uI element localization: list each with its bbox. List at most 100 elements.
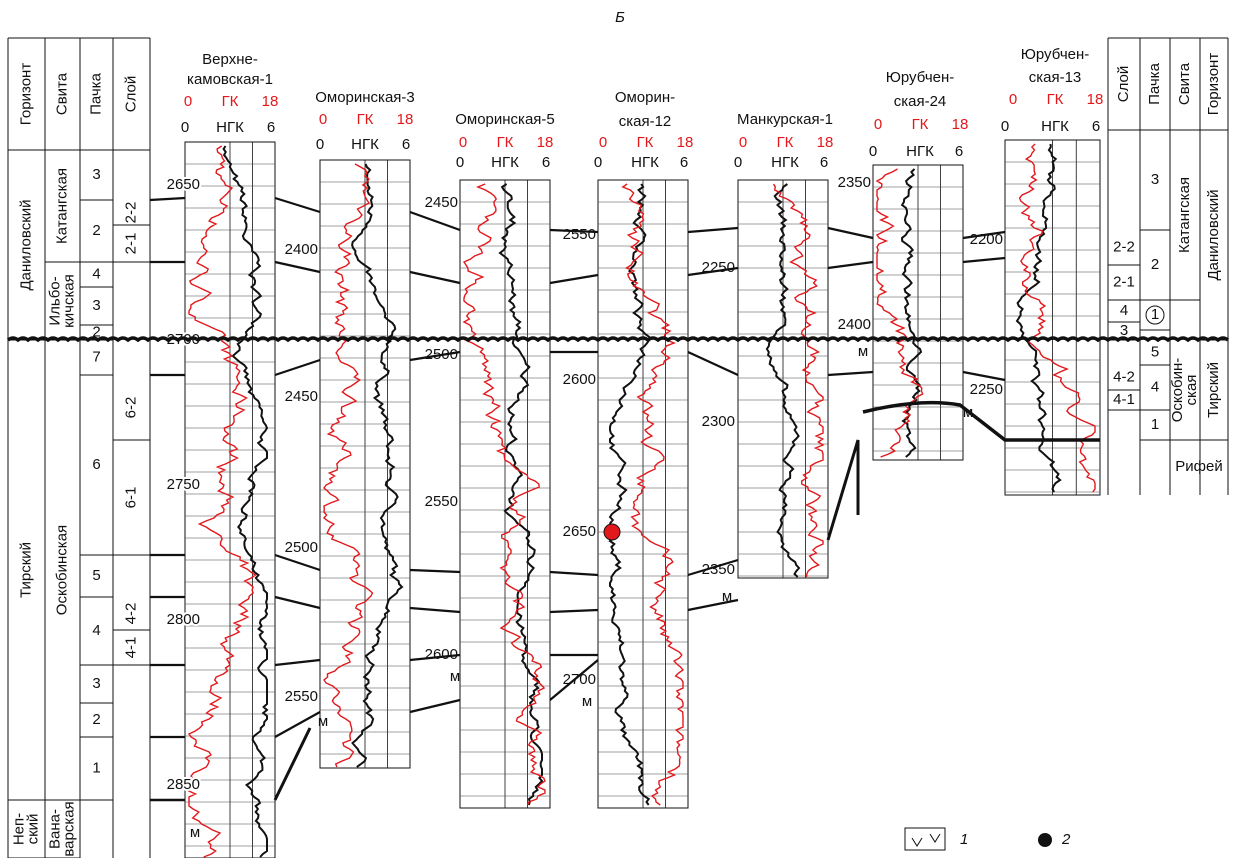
unit-label: Тирский: [1205, 362, 1222, 418]
well-name: Оморинская-5: [455, 111, 555, 128]
column-header: Слой: [1115, 66, 1132, 102]
depth-label: 2800: [167, 611, 200, 628]
well-name: Оморин-: [615, 89, 675, 106]
rule: [409, 210, 461, 232]
depth-label: 2600: [563, 371, 596, 388]
erosion-mark: м: [190, 824, 200, 841]
unit-label-line: ский: [24, 814, 41, 845]
column-header: Горизонт: [17, 63, 34, 126]
sample-dot: [603, 523, 621, 541]
gk-max: 18: [262, 93, 279, 110]
ngk-min: 0: [181, 119, 189, 136]
unit-label: 2: [92, 222, 100, 239]
unit-label: 5: [1151, 343, 1159, 360]
ngk-min: 0: [734, 154, 742, 171]
rule: [274, 595, 321, 610]
unit-label-line: кичская: [60, 274, 77, 328]
unit-label: 1: [1151, 306, 1159, 323]
ngk-max: 6: [680, 154, 688, 171]
column-header: Пачка: [87, 72, 104, 115]
unit-label-line: ская: [1183, 375, 1200, 406]
rule: [687, 558, 739, 577]
gk-max: 18: [677, 134, 694, 151]
rule: [687, 266, 739, 277]
erosion-mark: м: [318, 713, 328, 730]
depth-label: 2550: [285, 688, 318, 705]
rule: [962, 370, 1006, 382]
ngk-curve: [765, 183, 801, 578]
unit-label: 4: [92, 265, 100, 282]
unit-label-line: Оскобин-: [1169, 358, 1186, 423]
depth-label: 2250: [970, 381, 1003, 398]
gk-curve: [1018, 143, 1096, 493]
gk-curve: [462, 183, 546, 806]
unit-label: 2: [92, 711, 100, 728]
rule: [273, 727, 312, 801]
gk-curve: [187, 145, 257, 858]
unit-label: 2: [92, 323, 100, 340]
rule: [274, 196, 321, 214]
erosion-mark: м: [582, 693, 592, 710]
unit-label: Рифей: [1175, 458, 1222, 475]
well-name: Юрубчен-: [886, 69, 955, 86]
gk-label: ГК: [912, 116, 929, 133]
figure-label: Б: [615, 9, 625, 26]
unit-label-line: варская: [60, 801, 77, 856]
unit-label: 4-2: [122, 603, 139, 625]
ngk-label: НГК: [631, 154, 659, 171]
unit-label: Катангская: [1176, 177, 1193, 253]
circled-number: [1145, 305, 1165, 325]
ngk-min: 0: [316, 136, 324, 153]
unit-label: 3: [92, 675, 100, 692]
unit-label: 2: [1151, 256, 1159, 273]
gk-max: 18: [817, 134, 834, 151]
unit-label: 5: [92, 567, 100, 584]
legend-box: [904, 827, 946, 851]
rule: [549, 659, 599, 701]
gk-label: ГК: [777, 134, 794, 151]
rule: [687, 598, 739, 612]
unit-label: 2-1: [122, 233, 139, 255]
depth-label: 2400: [838, 316, 871, 333]
gk-label: ГК: [357, 111, 374, 128]
unit-label: 4: [1120, 302, 1128, 319]
unit-label: Оскобин-ская: [1169, 358, 1200, 423]
rule: [274, 553, 321, 572]
depth-label: 2500: [285, 539, 318, 556]
column-header: Пачка: [1146, 62, 1163, 105]
rule: [549, 570, 599, 577]
rule: [827, 370, 874, 377]
ngk-min: 0: [456, 154, 464, 171]
ngk-curve: [608, 183, 651, 806]
well-name: Верхне-: [202, 51, 258, 68]
unit-label: Катангская: [53, 168, 70, 244]
well-name: ская-13: [1029, 69, 1082, 86]
unit-label: 4: [92, 622, 100, 639]
unit-label: 6-2: [122, 397, 139, 419]
rule: [827, 226, 874, 240]
legend-dot: [1038, 833, 1052, 847]
ngk-max: 6: [267, 119, 275, 136]
ngk-max: 6: [1092, 118, 1100, 135]
gk-min: 0: [1009, 91, 1017, 108]
ngk-max: 6: [955, 143, 963, 160]
rule: [409, 606, 461, 614]
rule: [274, 711, 321, 738]
column-header: Свита: [53, 72, 70, 115]
depth-label: 2450: [285, 388, 318, 405]
depth-label: 2550: [425, 493, 458, 510]
depth-label: 2350: [838, 174, 871, 191]
gk-min: 0: [599, 134, 607, 151]
gk-label: ГК: [637, 134, 654, 151]
depth-label: 2850: [167, 776, 200, 793]
ngk-min: 0: [869, 143, 877, 160]
ngk-curve: [222, 145, 269, 858]
unit-label-line: Ильбо-: [46, 276, 63, 325]
column-header: Свита: [1176, 62, 1193, 105]
column-header: Горизонт: [1205, 53, 1222, 116]
unit-label: Оскобинская: [53, 525, 70, 615]
gk-label: ГК: [497, 134, 514, 151]
erosion-mark: м: [450, 668, 460, 685]
gk-min: 0: [739, 134, 747, 151]
